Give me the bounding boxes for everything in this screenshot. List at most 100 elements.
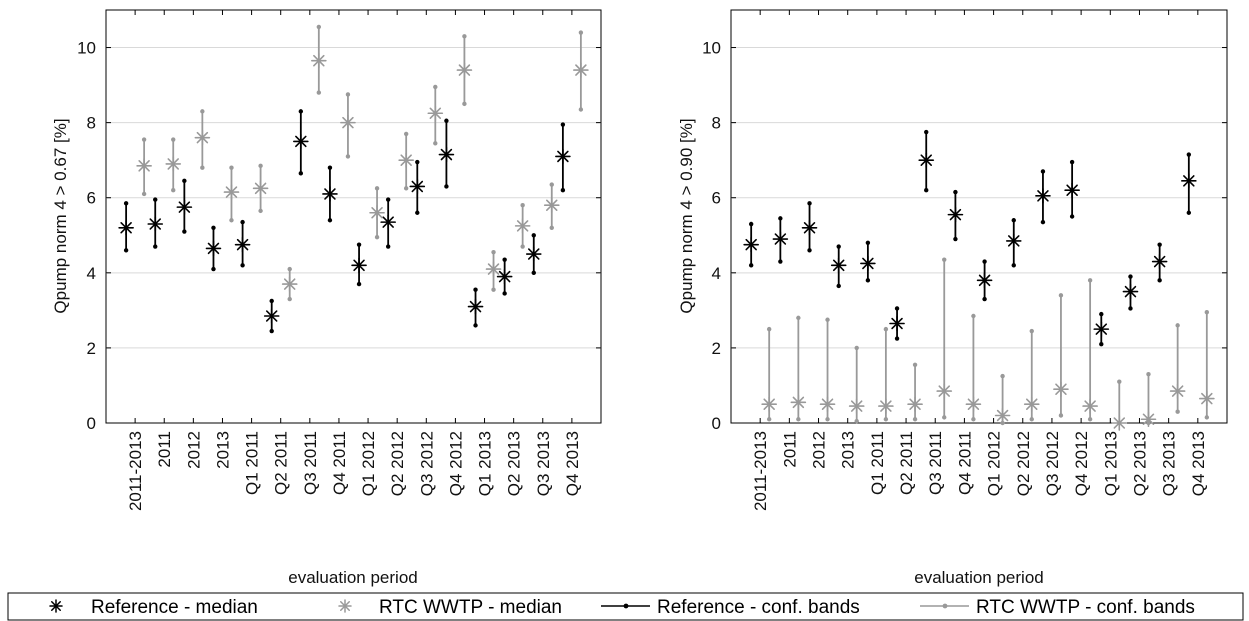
x-tick-label: 2012 [810, 431, 829, 469]
conf-band-upper [778, 216, 783, 221]
x-tick-label: Q2 2013 [505, 431, 524, 496]
conf-band-upper [982, 259, 987, 264]
conf-band-upper [385, 197, 391, 202]
median-marker [1122, 283, 1139, 300]
median-marker [761, 396, 777, 413]
conf-band-lower [560, 188, 566, 193]
median-marker [514, 218, 531, 234]
conf-band-upper [403, 131, 409, 137]
x-tick-label: Q3 2011 [926, 431, 945, 495]
conf-band-lower [912, 417, 918, 422]
median-marker [1111, 415, 1128, 431]
x-tick-label: Q1 2011 [868, 431, 887, 495]
data-marks [118, 24, 589, 334]
conf-band-upper [560, 122, 566, 127]
y-tick-label: 0 [87, 414, 96, 433]
chart-left: 0 2 4 6 8 10 2011-2013 2011 2012 2013 Q1 2011 Q2 2… [51, 9, 602, 587]
conf-band-lower [356, 281, 362, 287]
conf-band-upper [836, 244, 841, 249]
median-marker [790, 394, 807, 411]
conf-band-lower [1029, 417, 1034, 422]
conf-band-lower [924, 188, 929, 193]
conf-band-upper [520, 203, 525, 208]
conf-band-lower [171, 188, 176, 193]
median-marker [965, 396, 982, 413]
conf-band-lower [491, 287, 496, 292]
conf-band-lower [1069, 214, 1075, 219]
median-marker [573, 62, 589, 78]
y-axis-label: Qpump norm 4 > 0.90 [%] [677, 118, 696, 313]
x-tick-label: Q4 2012 [446, 431, 465, 496]
median-marker [976, 272, 993, 289]
legend-label: RTC WWTP - median [379, 597, 562, 618]
y-tick-label: 6 [712, 189, 721, 208]
median-marker [1064, 182, 1080, 199]
median-marker [398, 152, 414, 168]
median-marker [1140, 411, 1157, 428]
conf-band-upper [502, 257, 507, 262]
conf-band-lower [345, 154, 351, 159]
median-marker [369, 204, 385, 221]
median-marker [485, 261, 502, 277]
conf-band-upper [229, 165, 234, 170]
conf-band-upper [578, 30, 584, 35]
median-marker [543, 197, 560, 214]
conf-band-upper [141, 137, 147, 142]
x-tick-label: Q1 2011 [243, 431, 262, 495]
conf-band-lower [403, 186, 409, 191]
median-marker [136, 158, 152, 174]
median-marker [322, 186, 338, 202]
conf-band-lower [778, 259, 783, 264]
conf-band-upper [1029, 328, 1034, 334]
line-dot-marker-icon [601, 603, 650, 609]
conf-band-upper [356, 242, 362, 247]
conf-band-upper [953, 189, 958, 195]
median-marker [467, 298, 484, 315]
median-marker [427, 105, 444, 122]
conf-band-upper [924, 129, 929, 135]
conf-band-lower [982, 296, 987, 302]
conf-band-lower [182, 229, 187, 234]
legend-label: Reference - median [91, 597, 258, 618]
conf-band-lower [883, 417, 889, 422]
x-axis: 2011-2013 2011 2012 2013 Q1 2011 Q2 2011 Q3 20… [126, 10, 582, 511]
series-reference [743, 129, 1197, 347]
x-tick-label: Q3 2011 [301, 431, 320, 495]
x-tick-label: Q3 2013 [534, 431, 553, 496]
conf-band-lower [865, 278, 871, 283]
conf-band-upper [1069, 159, 1075, 165]
conf-band-lower [971, 417, 976, 422]
x-tick-label: Q1 2013 [1101, 431, 1120, 496]
conf-band-lower [462, 101, 467, 107]
conf-band-upper [211, 225, 216, 230]
conf-band-upper [1204, 310, 1210, 315]
x-tick-label: Q2 2013 [1130, 431, 1149, 496]
conf-band-lower [385, 244, 391, 249]
conf-band-lower [444, 184, 449, 189]
conf-band-upper [766, 326, 772, 332]
median-marker [281, 276, 298, 292]
conf-band-upper [491, 249, 496, 255]
conf-band-lower [1040, 219, 1046, 225]
conf-band-lower [258, 208, 263, 214]
median-marker [409, 178, 426, 195]
conf-band-lower [123, 248, 129, 253]
legend-entry-rtc-median: RTC WWTP - median [338, 597, 562, 618]
median-marker [205, 240, 222, 257]
conf-band-upper [200, 109, 205, 114]
conf-band-lower [229, 218, 234, 223]
conf-band-upper [298, 109, 304, 114]
conf-band-lower [1157, 278, 1162, 283]
conf-band-upper [865, 240, 871, 245]
conf-band-lower [854, 418, 859, 424]
conf-band-upper [415, 159, 420, 165]
conf-band-lower [531, 270, 536, 276]
conf-band-lower [1204, 415, 1210, 420]
conf-band-upper [374, 186, 380, 191]
median-marker [311, 52, 327, 69]
conf-band-lower [825, 417, 830, 422]
x-tick-label: Q4 2011 [955, 431, 974, 495]
data-marks [743, 129, 1215, 431]
median-marker [1151, 253, 1168, 270]
